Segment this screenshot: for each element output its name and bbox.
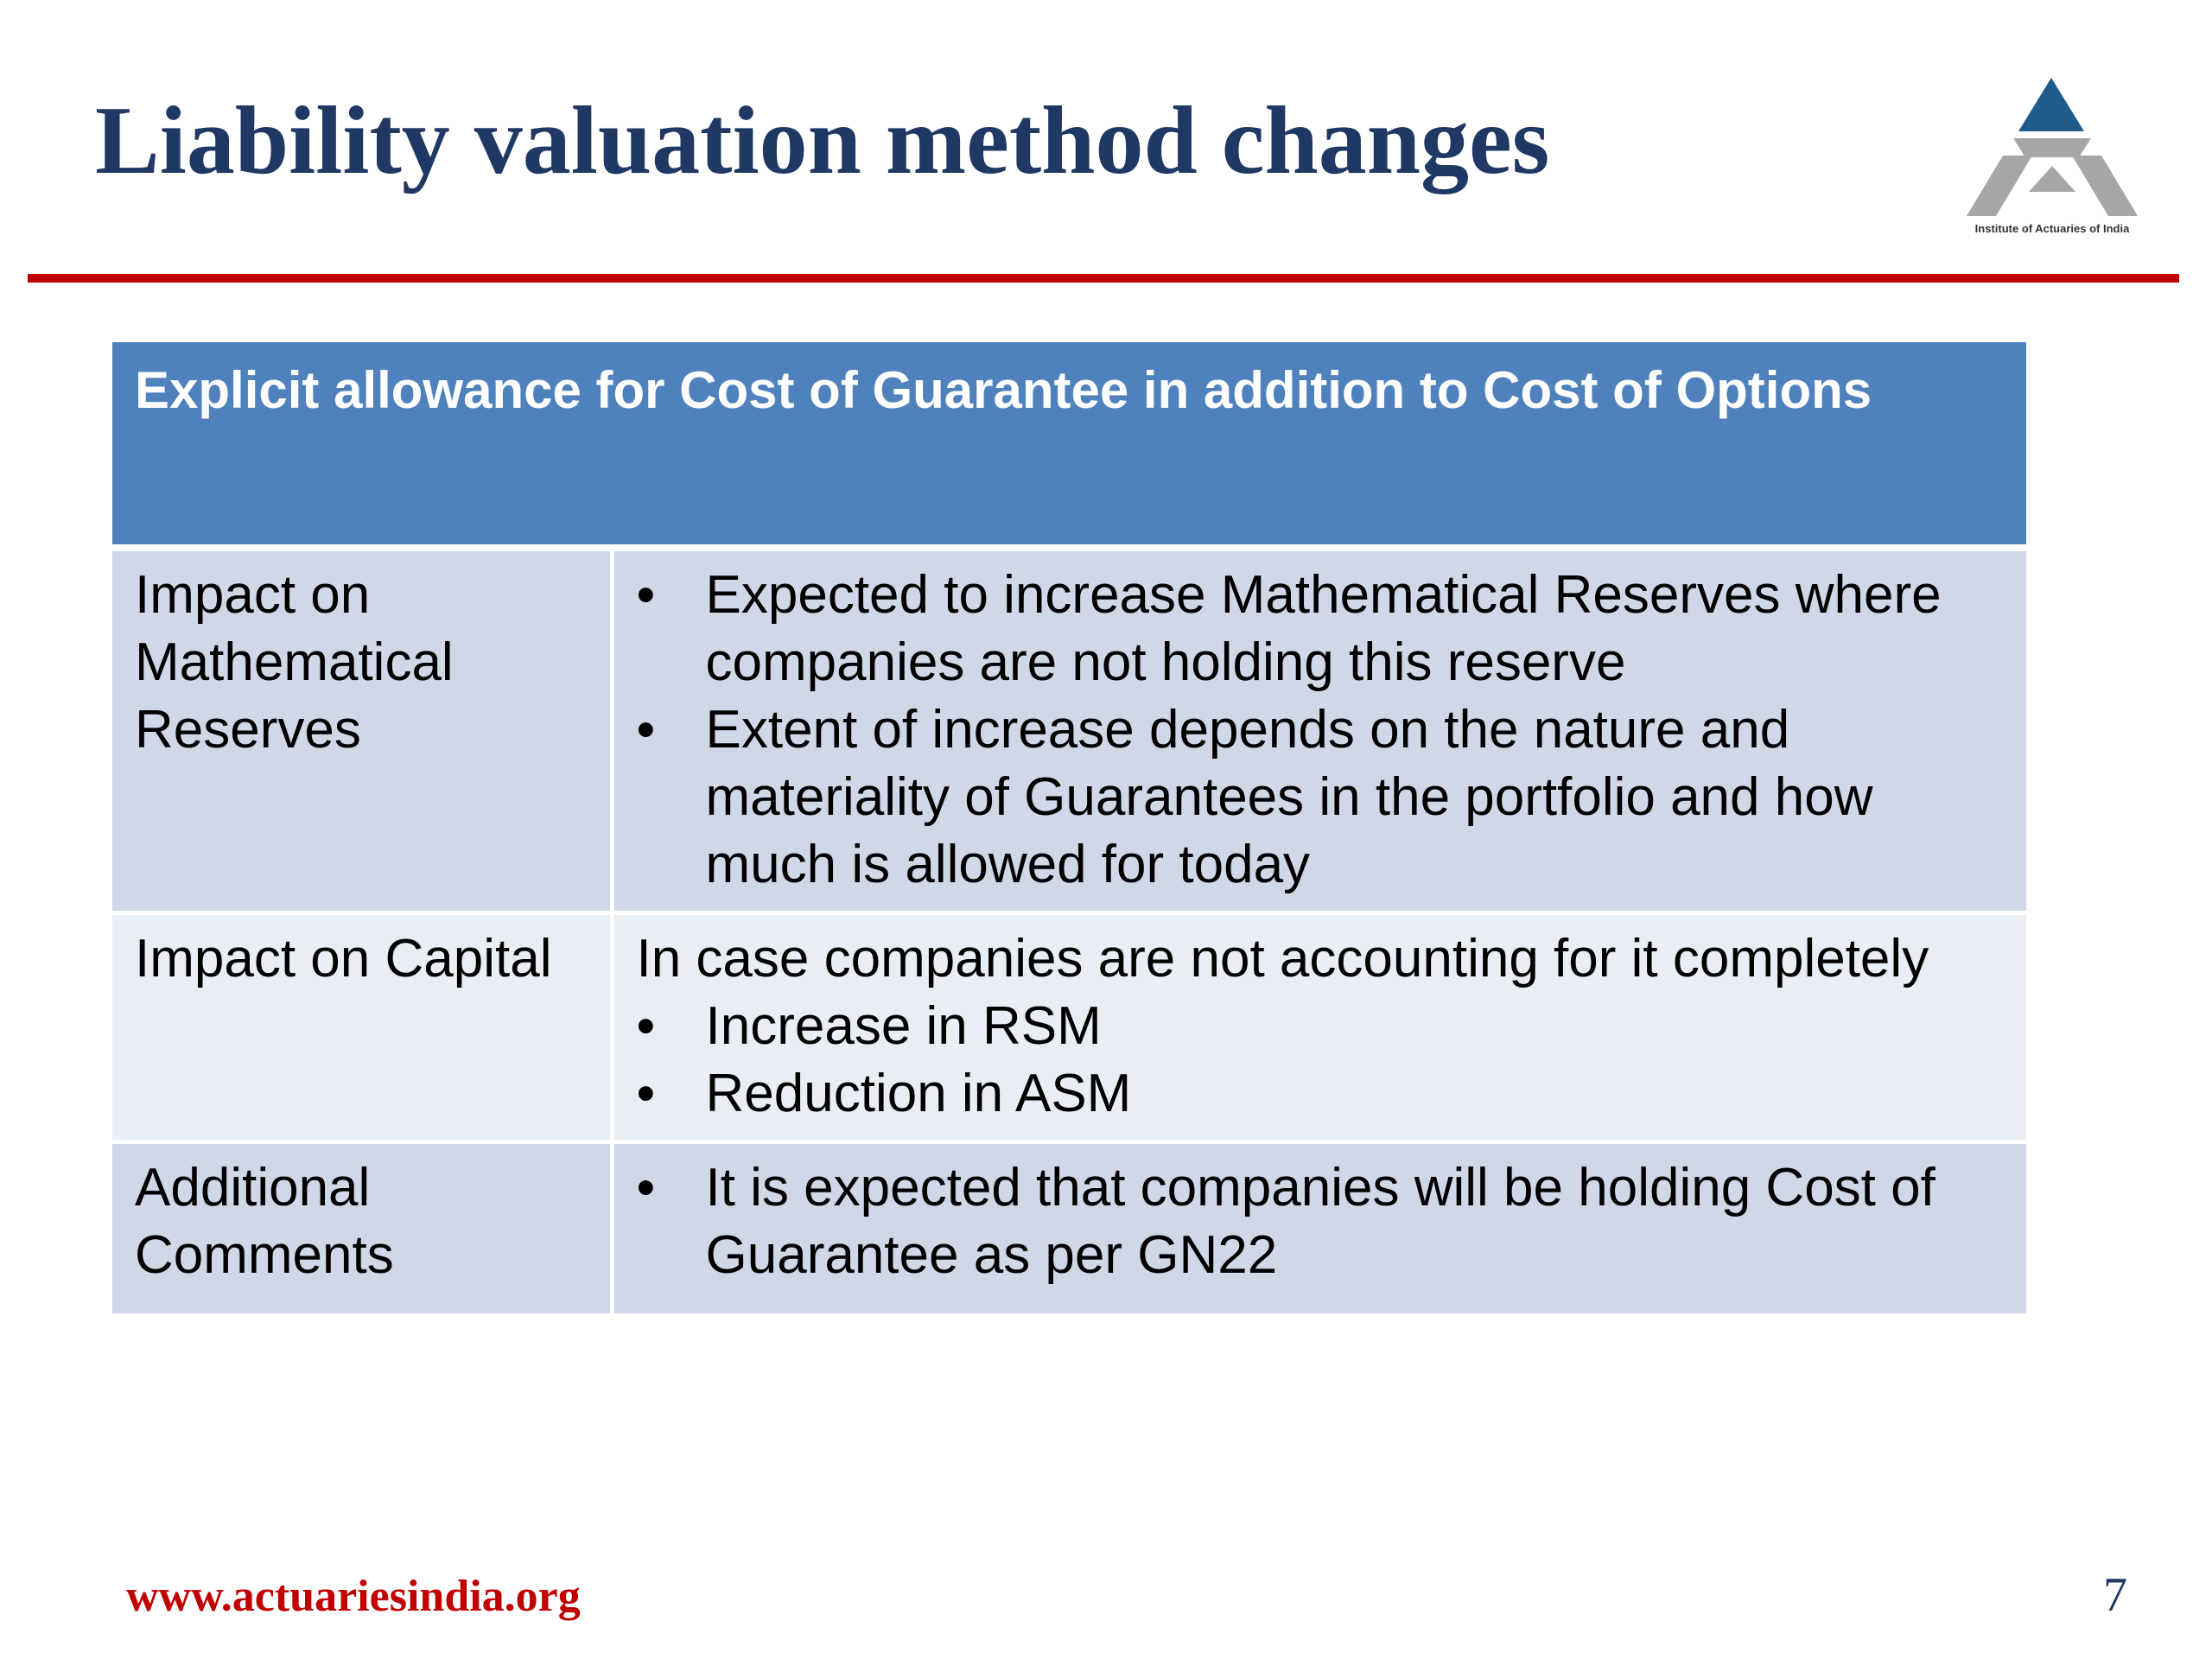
bullet-text: Extent of increase depends on the nature… — [705, 700, 1873, 894]
bullet-text: Expected to increase Mathematical Reserv… — [705, 565, 1942, 692]
row-label: Impact on Capital — [112, 911, 614, 1142]
bullet-icon: • — [636, 1158, 656, 1217]
bullet-icon: • — [636, 1064, 656, 1123]
content-table: Explicit allowance for Cost of Guarantee… — [112, 342, 2026, 1313]
row-label: Additional Comments — [112, 1140, 614, 1313]
page-number: 7 — [2103, 1568, 2127, 1622]
bullet-item: • Expected to increase Mathematical Reser… — [637, 562, 2006, 696]
row-body: In case companies are not accounting for… — [612, 911, 2026, 1142]
table-header: Explicit allowance for Cost of Guarantee… — [112, 342, 2026, 551]
footer-website-link[interactable]: www.actuariesindia.org — [126, 1572, 581, 1621]
table-row-additional-comments: Additional Comments • It is expected that… — [112, 1140, 2026, 1313]
bullet-list: • Expected to increase Mathematical Reser… — [637, 562, 2006, 899]
slide-title: Liability valuation method changes — [95, 87, 1550, 194]
bullet-text: Reduction in ASM — [705, 1064, 1132, 1123]
bullet-list: • Increase in RSM • Reduction in ASM — [637, 993, 2006, 1128]
institute-logo: Institute of Actuaries of India — [1944, 71, 2160, 244]
row-body: • Expected to increase Mathematical Reser… — [612, 548, 2026, 913]
bullet-item: • Extent of increase depends on the natur… — [637, 696, 2006, 899]
bullet-item: • It is expected that companies will be h… — [637, 1154, 2006, 1289]
bullet-icon: • — [636, 996, 656, 1056]
table-row-capital: Impact on Capital In case companies are … — [112, 911, 2026, 1142]
title-divider — [28, 274, 2179, 283]
row-body: • It is expected that companies will be h… — [612, 1140, 2026, 1313]
row-label: Impact on Mathematical Reserves — [112, 548, 614, 913]
table-row-mathematical-reserves: Impact on Mathematical Reserves • Expecte… — [112, 548, 2026, 913]
bullet-text: It is expected that companies will be ho… — [705, 1158, 1936, 1285]
bullet-item: • Increase in RSM — [637, 993, 2006, 1060]
bullet-item: • Reduction in ASM — [637, 1060, 2006, 1128]
logo-caption: Institute of Actuaries of India — [1974, 222, 2130, 235]
bullet-text: Increase in RSM — [705, 996, 1102, 1056]
bullet-icon: • — [636, 565, 656, 625]
bullet-list: • It is expected that companies will be h… — [637, 1154, 2006, 1289]
logo-triangle-icon — [1967, 78, 2138, 216]
row-intro-text: In case companies are not accounting for… — [636, 929, 1929, 988]
bullet-icon: • — [636, 700, 656, 760]
table-header-row: Explicit allowance for Cost of Guarantee… — [112, 342, 2026, 551]
